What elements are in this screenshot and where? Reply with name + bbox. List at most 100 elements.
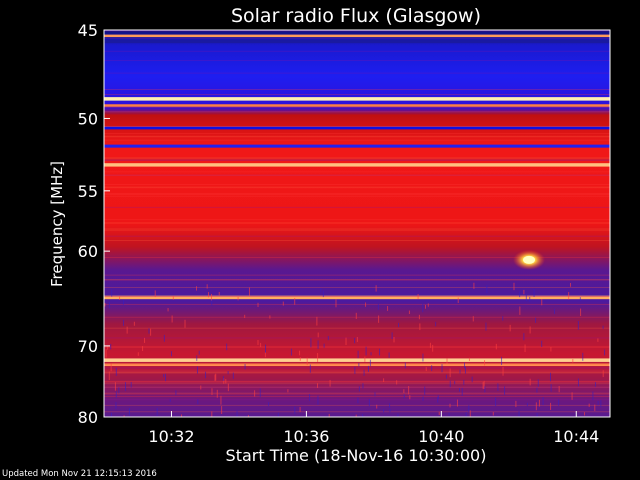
noise-speck xyxy=(393,336,395,343)
noise-speck xyxy=(419,323,421,331)
plot-frame xyxy=(103,29,611,418)
noise-line xyxy=(104,304,610,305)
y-tick-label: 45 xyxy=(78,21,98,40)
noise-speck xyxy=(449,380,451,388)
noise-speck xyxy=(365,346,367,356)
noise-speck xyxy=(196,355,198,361)
noise-line xyxy=(104,346,610,347)
noise-speck xyxy=(387,305,389,311)
noise-speck xyxy=(379,348,381,356)
noise-speck xyxy=(335,299,337,308)
noise-speck xyxy=(218,291,220,296)
frequency-band xyxy=(104,295,610,300)
noise-speck xyxy=(299,406,301,413)
noise-speck xyxy=(104,302,106,307)
noise-speck xyxy=(110,412,112,417)
noise-speck xyxy=(317,340,319,349)
noise-speck xyxy=(215,373,217,381)
noise-speck xyxy=(504,386,506,395)
noise-line xyxy=(104,287,610,288)
noise-speck xyxy=(294,406,296,414)
noise-speck xyxy=(376,404,378,409)
noise-speck xyxy=(115,367,117,376)
noise-line xyxy=(104,171,610,173)
noise-line xyxy=(104,60,610,61)
noise-line xyxy=(104,257,610,258)
noise-speck xyxy=(282,301,284,306)
noise-speck xyxy=(137,352,139,356)
noise-speck xyxy=(427,303,429,307)
noise-speck xyxy=(502,366,504,376)
noise-speck xyxy=(468,405,470,413)
noise-line xyxy=(104,206,610,208)
noise-line xyxy=(104,30,610,32)
noise-speck xyxy=(422,353,424,362)
noise-speck xyxy=(403,394,405,399)
noise-speck xyxy=(175,390,177,396)
noise-speck xyxy=(597,338,599,342)
noise-speck xyxy=(535,317,537,323)
noise-line xyxy=(104,363,610,365)
noise-speck xyxy=(211,293,213,301)
noise-speck xyxy=(148,328,150,334)
noise-speck xyxy=(222,376,224,381)
noise-line xyxy=(104,411,610,413)
noise-speck xyxy=(227,383,229,392)
noise-speck xyxy=(226,343,228,351)
noise-line xyxy=(104,367,610,369)
noise-speck xyxy=(519,291,521,298)
noise-speck xyxy=(550,384,552,392)
noise-speck xyxy=(550,347,552,352)
frequency-band xyxy=(104,97,610,101)
noise-speck xyxy=(265,344,267,354)
noise-texture xyxy=(104,30,610,417)
frequency-band xyxy=(104,40,610,44)
noise-line xyxy=(104,219,610,221)
noise-speck xyxy=(515,400,517,408)
noise-speck xyxy=(588,403,590,407)
plot-area xyxy=(104,30,610,417)
noise-line xyxy=(104,89,610,90)
noise-speck xyxy=(317,395,319,405)
noise-speck xyxy=(535,402,537,411)
noise-speck xyxy=(457,297,459,304)
noise-speck xyxy=(237,296,239,301)
noise-speck xyxy=(524,344,526,353)
frequency-band xyxy=(104,144,610,148)
noise-speck xyxy=(459,369,461,374)
noise-speck xyxy=(529,296,531,302)
noise-speck xyxy=(115,391,117,398)
noise-speck xyxy=(537,379,539,387)
noise-speck xyxy=(529,326,531,334)
noise-speck xyxy=(558,385,560,393)
noise-speck xyxy=(378,315,380,323)
noise-speck xyxy=(172,296,174,300)
y-tick-label: 50 xyxy=(78,109,98,128)
noise-speck xyxy=(468,357,470,362)
noise-speck xyxy=(198,350,200,355)
noise-speck xyxy=(236,410,238,417)
noise-speck xyxy=(163,374,165,378)
noise-line xyxy=(104,186,610,188)
noise-speck xyxy=(448,412,450,416)
x-axis-label: Start Time (18-Nov-16 10:30:00) xyxy=(226,446,487,465)
noise-speck xyxy=(197,399,199,405)
noise-speck xyxy=(388,352,390,358)
noise-speck xyxy=(225,379,227,384)
noise-speck xyxy=(523,333,525,341)
noise-speck xyxy=(357,397,359,404)
noise-speck xyxy=(329,379,331,387)
noise-speck xyxy=(355,312,357,320)
noise-speck xyxy=(259,388,261,398)
noise-speck xyxy=(323,343,325,348)
noise-speck xyxy=(299,350,301,356)
noise-speck xyxy=(105,349,107,358)
noise-line xyxy=(104,135,610,137)
noise-speck xyxy=(424,386,426,395)
spectrogram-background xyxy=(104,30,610,417)
noise-speck xyxy=(363,369,365,376)
noise-speck xyxy=(553,308,555,314)
noise-line xyxy=(104,386,610,388)
noise-speck xyxy=(211,411,213,417)
